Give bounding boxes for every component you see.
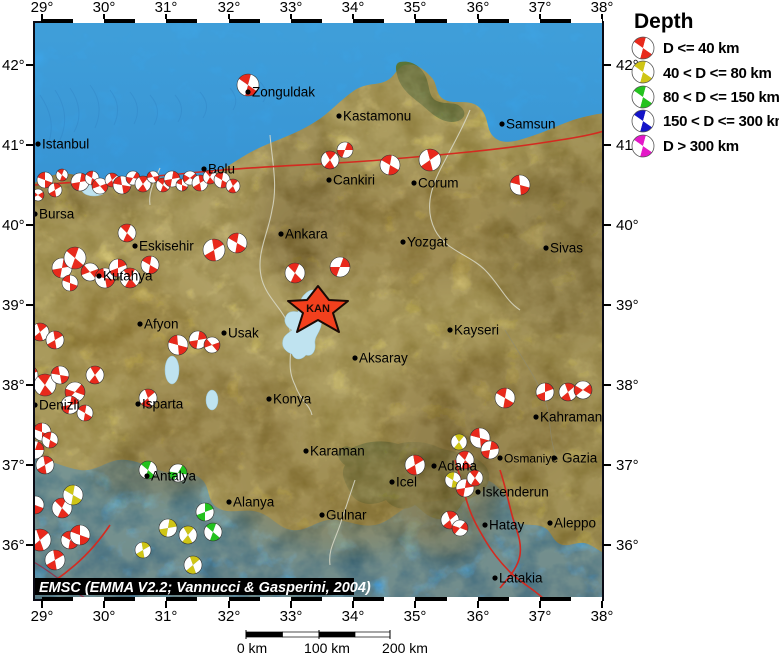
svg-text:D <= 40 km: D <= 40 km [663,40,739,57]
svg-text:Kastamonu: Kastamonu [343,109,411,124]
svg-text:Denizli: Denizli [39,398,80,413]
svg-text:33°: 33° [280,608,303,625]
svg-text:37°: 37° [2,457,25,474]
svg-text:40 < D <= 80 km: 40 < D <= 80 km [663,65,772,82]
svg-text:42°: 42° [2,57,25,74]
svg-text:39°: 39° [616,297,639,314]
svg-text:38°: 38° [2,377,25,394]
svg-text:Icel: Icel [396,475,417,490]
svg-text:Adana: Adana [438,459,478,474]
svg-text:100 km: 100 km [304,640,350,656]
svg-text:Hatay: Hatay [489,518,525,533]
svg-text:Yozgat: Yozgat [407,235,448,250]
svg-text:41°: 41° [2,137,25,154]
svg-text:29°: 29° [31,0,54,16]
svg-text:Eskisehir: Eskisehir [139,239,194,254]
svg-text:Ankara: Ankara [285,227,328,242]
svg-text:Kutahya: Kutahya [103,269,153,284]
svg-text:0 km: 0 km [237,640,267,656]
svg-text:33°: 33° [280,0,303,16]
svg-text:35°: 35° [404,608,427,625]
svg-text:36°: 36° [616,537,639,554]
svg-text:Usak: Usak [228,326,259,341]
svg-text:35°: 35° [404,0,427,16]
svg-text:Bolu: Bolu [208,162,235,177]
svg-text:200 km: 200 km [382,640,428,656]
svg-text:Konya: Konya [273,392,312,407]
svg-text:Gazia: Gazia [562,451,598,466]
svg-text:D > 300 km: D > 300 km [663,138,739,155]
svg-text:Isparta: Isparta [142,397,184,412]
svg-text:31°: 31° [155,0,178,16]
svg-text:29°: 29° [31,608,54,625]
svg-text:36°: 36° [2,537,25,554]
svg-text:Karaman: Karaman [310,444,365,459]
svg-text:150 < D <= 300 km: 150 < D <= 300 km [663,113,779,130]
svg-text:Aleppo: Aleppo [554,516,596,531]
svg-text:Latakia: Latakia [499,571,543,586]
svg-text:Samsun: Samsun [506,117,556,132]
svg-text:30°: 30° [93,608,116,625]
svg-text:Cankiri: Cankiri [333,173,375,188]
svg-text:36°: 36° [467,0,490,16]
svg-text:38°: 38° [591,0,614,16]
svg-text:Kahraman: Kahraman [540,410,602,425]
svg-text:30°: 30° [93,0,116,16]
svg-text:38°: 38° [616,377,639,394]
svg-text:Aksaray: Aksaray [359,351,408,366]
svg-text:40°: 40° [616,217,639,234]
svg-text:32°: 32° [218,0,241,16]
svg-text:Kayseri: Kayseri [454,323,499,338]
svg-text:Iskenderun: Iskenderun [482,485,549,500]
svg-text:37°: 37° [616,457,639,474]
svg-text:Osmaniye: Osmaniye [504,452,558,466]
svg-text:Istanbul: Istanbul [42,137,89,152]
svg-text:37°: 37° [529,608,552,625]
svg-text:Sivas: Sivas [550,241,583,256]
svg-text:32°: 32° [218,608,241,625]
svg-text:39°: 39° [2,297,25,314]
svg-text:EMSC (EMMA V2.2; Vannucci & Ga: EMSC (EMMA V2.2; Vannucci & Gasperini, 2… [39,580,371,596]
svg-text:Bursa: Bursa [39,207,75,222]
svg-text:Antalya: Antalya [151,469,197,484]
svg-text:Zonguldak: Zonguldak [252,85,315,100]
svg-text:Gulnar: Gulnar [326,508,367,523]
svg-text:40°: 40° [2,217,25,234]
svg-text:KAN: KAN [306,303,330,315]
svg-text:38°: 38° [591,608,614,625]
svg-text:Alanya: Alanya [233,495,275,510]
svg-text:36°: 36° [467,608,490,625]
svg-text:37°: 37° [529,0,552,16]
svg-text:Depth: Depth [634,10,694,33]
svg-text:34°: 34° [342,608,365,625]
svg-text:31°: 31° [155,608,178,625]
svg-text:34°: 34° [342,0,365,16]
svg-text:80 < D <= 150 km: 80 < D <= 150 km [663,89,779,106]
svg-text:Corum: Corum [418,176,459,191]
svg-text:Afyon: Afyon [144,317,179,332]
